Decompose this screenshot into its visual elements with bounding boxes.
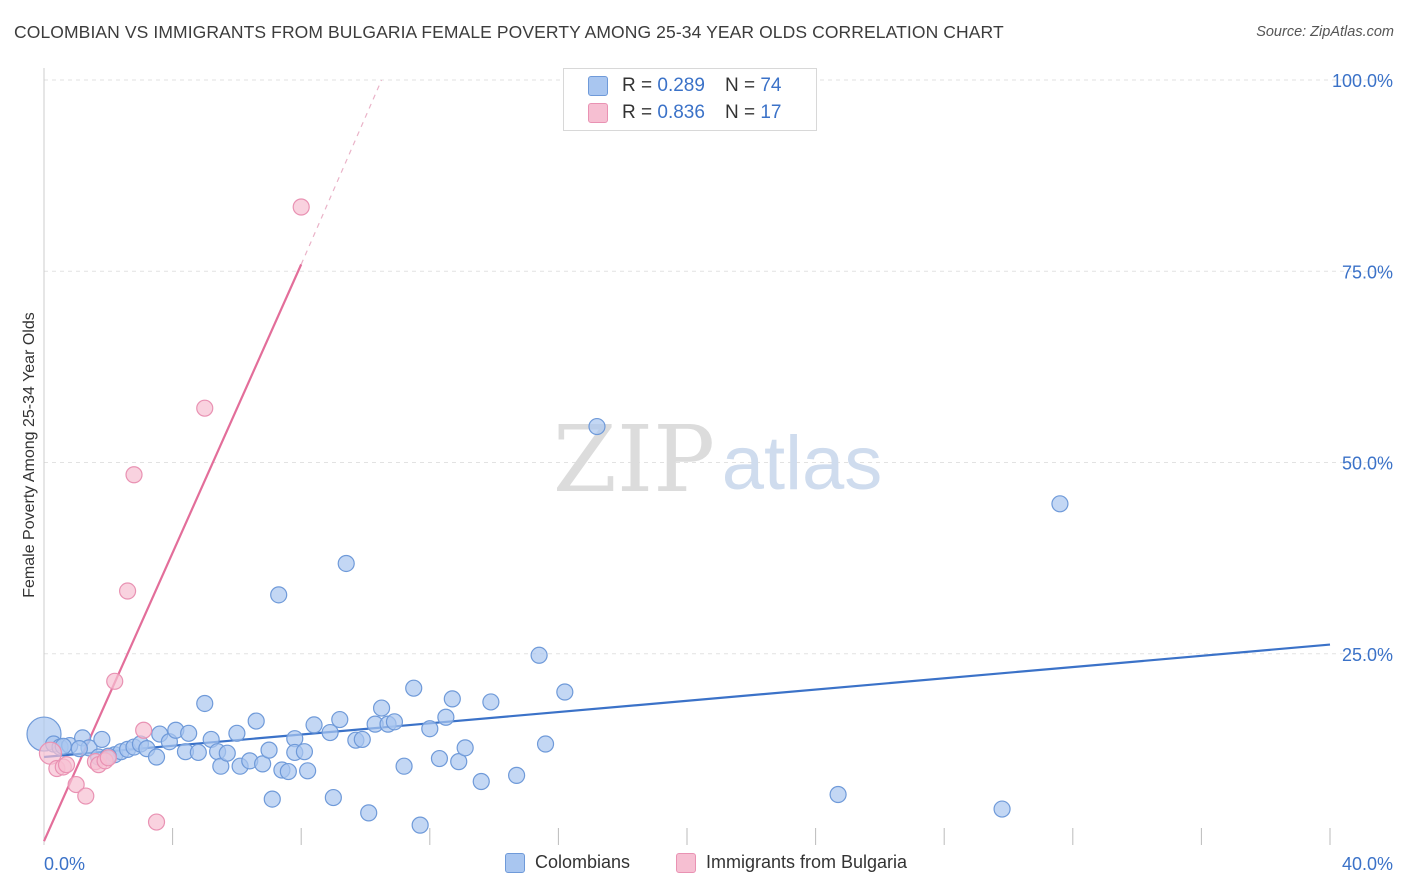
data-point-colombians (299, 762, 317, 780)
data-point-bulgaria (135, 721, 153, 739)
data-point-bulgaria (118, 582, 137, 600)
data-point-bulgaria (77, 787, 95, 805)
data-point-colombians (260, 741, 278, 759)
data-point-colombians (93, 730, 111, 749)
watermark-atlas: atlas (722, 421, 883, 506)
data-point-colombians (556, 683, 574, 701)
data-point-colombians (482, 693, 500, 711)
legend-n-label: N = (724, 102, 756, 123)
legend-swatch-pink (588, 103, 608, 123)
data-point-colombians (247, 712, 265, 730)
data-point-colombians (1051, 495, 1069, 513)
data-point-colombians (270, 586, 288, 604)
data-point-colombians (443, 690, 461, 708)
data-point-colombians (395, 757, 413, 775)
gridlines (44, 79, 1392, 655)
data-point-colombians (331, 710, 349, 729)
data-point-colombians (218, 744, 236, 762)
data-point-colombians (530, 646, 548, 664)
series-legend: Colombians Immigrants from Bulgaria (0, 850, 1406, 878)
data-point-colombians (472, 772, 490, 791)
tick-labels: 25.0% 50.0% 75.0% 100.0% 0.0% 40.0% (44, 71, 1393, 874)
legend-swatch-blue (505, 852, 525, 873)
data-point-colombians (411, 816, 429, 834)
legend-row-bulgaria: R = 0.836 N = 17 (588, 102, 781, 124)
data-point-colombians (385, 713, 404, 731)
y-axis-title: Female Poverty Among 25-34 Year Olds (21, 312, 38, 598)
trend-line-extension-pink (300, 79, 383, 265)
x-tick-label: 0.0% (44, 854, 85, 874)
data-point-colombians (430, 749, 449, 768)
source-label: Source: ZipAtlas.com (1256, 24, 1394, 40)
data-point-colombians (588, 417, 606, 436)
data-point-colombians (305, 716, 323, 734)
data-points (26, 198, 1069, 834)
data-point-colombians (180, 724, 198, 742)
axes (43, 68, 1331, 845)
data-point-colombians (295, 743, 314, 761)
data-point-colombians (254, 755, 272, 773)
data-point-colombians (196, 694, 214, 713)
legend-item-colombians: Colombians (505, 852, 630, 873)
data-point-colombians (829, 785, 847, 804)
data-point-colombians (189, 743, 207, 762)
stats-legend: R = 0.289 N = 74 R = 0.836 N = 17 (563, 68, 817, 131)
data-point-bulgaria (196, 399, 214, 417)
legend-r-value: 0.836 (657, 102, 705, 123)
chart-title: COLOMBIAN VS IMMIGRANTS FROM BULGARIA FE… (14, 22, 1004, 42)
x-tick-label: 40.0% (1342, 854, 1393, 874)
watermark: ZIP atlas (553, 406, 882, 513)
data-point-colombians (993, 800, 1011, 818)
data-point-colombians (405, 679, 423, 697)
data-point-bulgaria (67, 775, 85, 794)
data-point-colombians (337, 554, 355, 573)
legend-n-value: 17 (760, 102, 782, 123)
data-point-bulgaria (99, 749, 117, 767)
data-point-colombians (279, 762, 297, 781)
data-point-bulgaria (292, 198, 310, 216)
legend-n-value: 74 (760, 75, 782, 96)
data-point-colombians (360, 804, 378, 822)
y-tick-label: 75.0% (1342, 262, 1393, 282)
legend-r-label: R = (622, 75, 653, 96)
legend-swatch-pink (676, 852, 696, 873)
data-point-colombians (508, 766, 526, 784)
data-point-colombians (228, 724, 246, 742)
data-point-colombians (147, 748, 166, 766)
data-point-colombians (437, 708, 455, 726)
data-point-colombians (536, 735, 555, 753)
legend-r-value: 0.289 (657, 75, 705, 96)
data-point-colombians (450, 753, 468, 771)
data-point-colombians (324, 788, 342, 807)
data-point-colombians (353, 730, 371, 749)
legend-label-bulgaria: Immigrants from Bulgaria (706, 852, 908, 872)
data-point-bulgaria (125, 466, 143, 484)
legend-n-label: N = (724, 75, 756, 96)
data-point-bulgaria (106, 672, 124, 690)
data-point-colombians (421, 720, 439, 738)
legend-item-bulgaria: Immigrants from Bulgaria (676, 852, 907, 873)
trend-line-blue (43, 643, 1331, 759)
data-point-colombians (456, 739, 474, 757)
data-point-colombians (321, 723, 339, 742)
legend-r-label: R = (622, 102, 653, 123)
y-tick-label: 100.0% (1332, 71, 1393, 91)
data-point-bulgaria (147, 813, 166, 831)
data-point-colombians (372, 699, 391, 717)
data-point-colombians (263, 790, 281, 808)
legend-label-colombians: Colombians (535, 852, 631, 872)
data-point-bulgaria (57, 756, 76, 774)
data-point-colombians (70, 740, 88, 758)
legend-swatch-blue (588, 76, 608, 96)
y-tick-label: 25.0% (1342, 645, 1393, 665)
watermark-zip: ZIP (553, 406, 715, 513)
y-tick-label: 50.0% (1342, 454, 1393, 474)
legend-row-colombians: R = 0.289 N = 74 (588, 75, 781, 97)
